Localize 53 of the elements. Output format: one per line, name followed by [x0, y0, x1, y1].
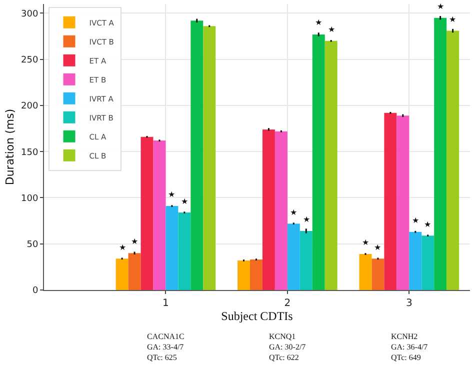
data-label: ★	[303, 215, 310, 224]
bar	[140, 136, 154, 290]
data-label: ★	[119, 243, 126, 252]
bar	[300, 230, 312, 290]
data-label: ★	[181, 197, 188, 206]
bar	[250, 260, 262, 290]
bar	[274, 131, 288, 290]
data-label: ★	[328, 25, 336, 34]
y-tick-label: 300	[21, 9, 38, 20]
data-label: ★	[168, 190, 176, 199]
data-label: ★	[290, 208, 298, 217]
y-tick-label: 200	[21, 102, 38, 112]
data-label: ★	[437, 2, 444, 11]
data-label: ★	[362, 238, 370, 247]
y-axis-title: Duration (ms)	[4, 108, 17, 186]
bar	[359, 254, 372, 290]
bar	[238, 260, 250, 290]
bar	[287, 224, 300, 290]
bar	[434, 18, 447, 290]
data-label: ★	[131, 237, 138, 246]
x-tick-label: 1	[162, 298, 169, 309]
bar	[409, 232, 422, 290]
bar	[372, 258, 384, 290]
bar	[178, 212, 191, 290]
bar	[116, 258, 128, 290]
data-label: ★	[424, 220, 432, 229]
data-label: ★	[315, 18, 322, 27]
y-tick-label: 0	[32, 286, 38, 296]
bar	[422, 236, 434, 290]
y-tick-label: 100	[21, 194, 38, 204]
bar	[203, 26, 216, 290]
data-label: ★	[449, 15, 456, 24]
text: KCNQ1 GA: 30-2/7 QTc: 622	[269, 332, 306, 362]
y-tick-label: 50	[26, 240, 38, 250]
bar	[384, 112, 397, 290]
y-tick-label: 250	[21, 56, 38, 66]
text: CACNA1C GA: 33-4/7 QTc: 625	[147, 332, 184, 362]
x-tick-label: 2	[284, 298, 291, 309]
bar	[262, 129, 275, 290]
bar	[153, 140, 166, 290]
data-label: ★	[374, 243, 382, 252]
y-tick-label: 150	[21, 148, 38, 158]
bar	[396, 116, 410, 290]
bar	[324, 40, 338, 290]
bar	[446, 30, 460, 290]
bar	[128, 253, 141, 290]
text: KCNH2 GA: 36-4/7 QTc: 649	[391, 332, 428, 362]
bar	[190, 20, 204, 290]
bar	[312, 34, 325, 290]
data-label: ★	[412, 216, 420, 225]
x-axis-title: Subject CDTIs	[221, 309, 294, 323]
x-tick-label: 3	[406, 298, 412, 309]
bar	[166, 206, 178, 290]
